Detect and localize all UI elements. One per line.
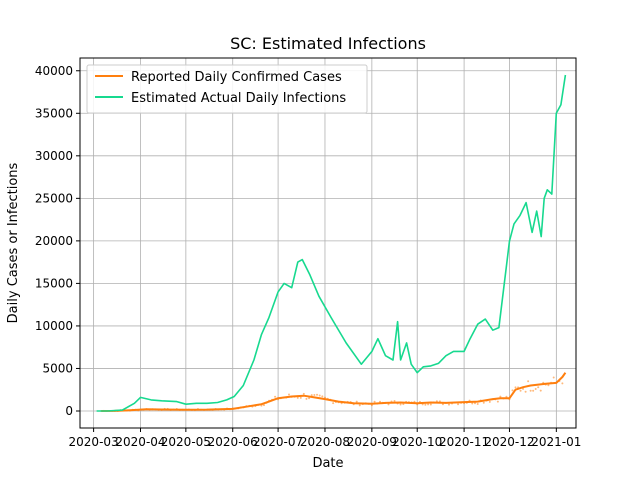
daily-case-dot <box>519 389 522 392</box>
series-line-estimated <box>96 74 567 412</box>
daily-case-dot <box>547 384 550 387</box>
daily-case-dot <box>447 403 450 406</box>
daily-case-dots <box>100 376 564 412</box>
daily-case-dot <box>537 386 540 389</box>
daily-case-dot <box>305 397 308 400</box>
x-tick-label: 2020-10 <box>392 435 442 449</box>
x-tick-label: 2020-09 <box>347 435 397 449</box>
daily-case-dot <box>287 393 290 396</box>
daily-case-dot <box>316 393 319 396</box>
y-tick-label: 5000 <box>42 361 73 375</box>
daily-case-dot <box>355 400 358 403</box>
y-tick-label: 40000 <box>35 64 73 78</box>
daily-case-dot <box>318 394 321 397</box>
y-tick-label: 25000 <box>35 191 73 205</box>
daily-case-dot <box>393 400 396 403</box>
chart-title: SC: Estimated Infections <box>230 34 426 53</box>
x-axis-ticks: 2020-032020-042020-052020-062020-072020-… <box>69 428 581 449</box>
daily-case-dot <box>482 401 485 404</box>
daily-case-dot <box>373 400 376 403</box>
daily-case-dot <box>274 395 277 398</box>
daily-case-dot <box>296 396 299 399</box>
daily-case-dot <box>488 400 491 403</box>
daily-case-dot <box>424 403 427 406</box>
y-tick-label: 0 <box>65 404 73 418</box>
daily-case-dot <box>310 394 313 397</box>
daily-case-dot <box>499 395 502 398</box>
daily-case-dot <box>321 395 324 398</box>
y-tick-label: 35000 <box>35 106 73 120</box>
daily-case-dot <box>427 403 430 406</box>
legend: Reported Daily Confirmed Cases Estimated… <box>86 64 368 114</box>
x-tick-label: 2020-07 <box>253 435 303 449</box>
daily-case-dot <box>429 403 432 406</box>
daily-case-dot <box>313 393 316 396</box>
x-tick-label: 2020-11 <box>439 435 489 449</box>
y-axis-label: Daily Cases or Infections <box>6 162 21 323</box>
daily-case-dot <box>534 387 537 390</box>
daily-case-dot <box>514 386 517 389</box>
daily-case-dot <box>399 403 402 406</box>
daily-case-dot <box>539 389 542 392</box>
daily-case-dot <box>471 402 474 405</box>
daily-case-dot <box>529 389 532 392</box>
daily-case-dot <box>524 390 527 393</box>
daily-case-dot <box>332 402 335 405</box>
y-tick-label: 10000 <box>35 319 73 333</box>
series-lines <box>96 74 567 412</box>
legend-box <box>86 64 368 114</box>
legend-label-estimated: Estimated Actual Daily Infections <box>131 91 346 106</box>
x-tick-label: 2020-06 <box>208 435 258 449</box>
daily-case-dot <box>511 389 514 392</box>
x-tick-label: 2020-04 <box>115 435 165 449</box>
daily-case-dot <box>387 403 390 406</box>
daily-case-dot <box>552 376 555 379</box>
daily-case-dot <box>532 389 535 392</box>
x-tick-label: 2020-05 <box>161 435 211 449</box>
daily-case-dot <box>527 380 530 383</box>
daily-case-dot <box>476 402 479 405</box>
daily-case-dot <box>302 392 305 395</box>
legend-label-reported: Reported Daily Confirmed Cases <box>131 70 342 85</box>
daily-case-dot <box>299 396 302 399</box>
y-axis-ticks: 0 5000 10000 15000 20000 25000 30000 35000 40000 <box>35 64 80 418</box>
series-line-reported <box>101 372 567 412</box>
plot-area-frame <box>79 57 577 429</box>
y-tick-label: 30000 <box>35 149 73 163</box>
daily-case-dot <box>561 382 564 385</box>
y-tick-label: 15000 <box>35 276 73 290</box>
daily-case-dot <box>473 402 476 405</box>
x-tick-label: 2021-01 <box>531 435 581 449</box>
daily-case-dot <box>358 404 361 407</box>
x-tick-label: 2020-12 <box>484 435 534 449</box>
x-tick-label: 2020-03 <box>69 435 119 449</box>
daily-case-dot <box>496 400 499 403</box>
daily-case-dot <box>308 397 311 400</box>
daily-case-dot <box>457 403 460 406</box>
x-tick-label: 2020-08 <box>300 435 350 449</box>
y-tick-label: 20000 <box>35 234 73 248</box>
x-axis-label: Date <box>312 456 343 471</box>
